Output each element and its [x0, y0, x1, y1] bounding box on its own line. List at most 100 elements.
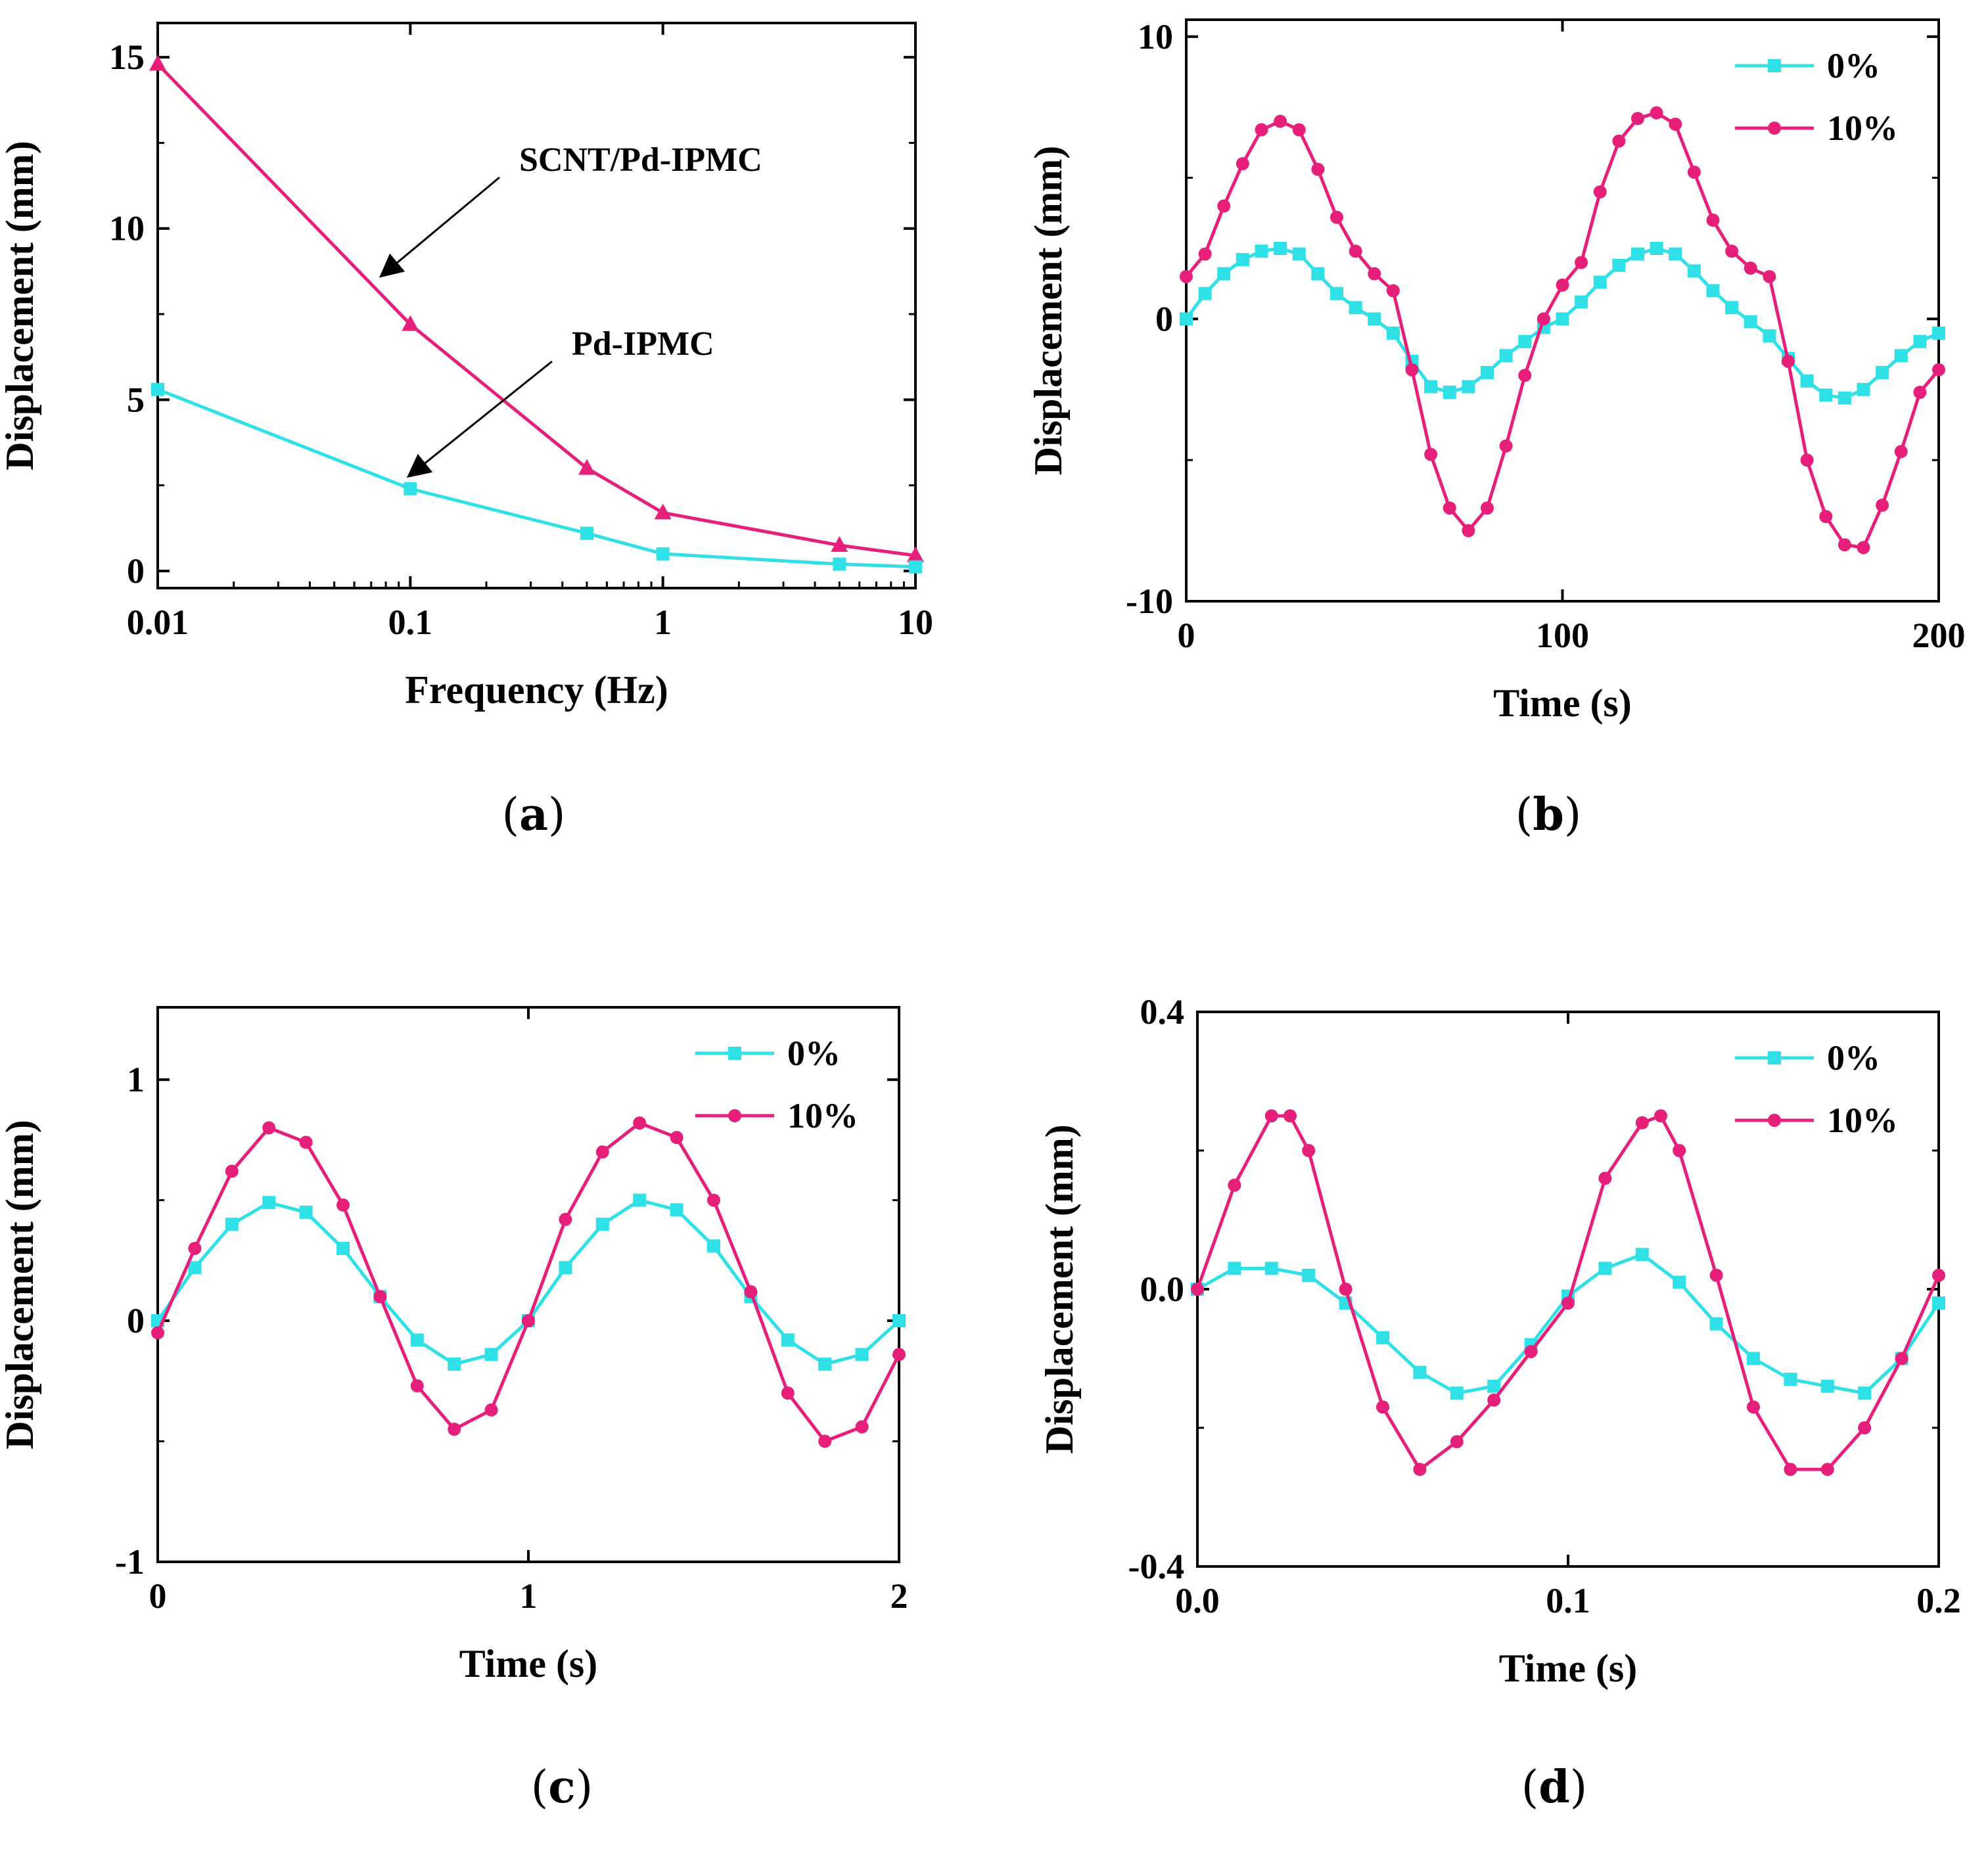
data-point: [1650, 106, 1663, 120]
y-axis-label: Displacement (mm): [1038, 1124, 1081, 1454]
data-point: [1487, 1379, 1501, 1393]
data-point: [1784, 1373, 1797, 1386]
legend-label: 0%: [787, 1034, 841, 1073]
data-point: [1518, 334, 1532, 348]
data-point: [1650, 241, 1663, 255]
data-point: [654, 503, 672, 520]
data-point: [402, 315, 419, 331]
y-tick-label: 0: [127, 1301, 145, 1340]
data-point: [1706, 214, 1720, 227]
data-point: [707, 1239, 720, 1253]
data-point: [1376, 1331, 1389, 1344]
legend-label: 0%: [1827, 1038, 1880, 1078]
data-point: [262, 1121, 276, 1135]
data-point: [831, 536, 848, 552]
data-point: [1593, 275, 1607, 289]
data-point: [1784, 1463, 1797, 1476]
data-point: [1198, 286, 1212, 300]
data-point: [1575, 295, 1588, 309]
data-point: [781, 1333, 795, 1347]
y-tick-label: 0: [1155, 299, 1173, 338]
data-point: [336, 1241, 350, 1255]
data-point: [1932, 1296, 1945, 1310]
x-tick-label: 0.2: [1916, 1581, 1961, 1620]
data-point: [1631, 112, 1644, 126]
data-point: [1255, 244, 1268, 258]
data-point: [1838, 538, 1851, 552]
y-tick-label: 15: [109, 37, 145, 77]
data-point: [909, 560, 922, 574]
data-point: [1556, 312, 1569, 326]
data-point: [855, 1348, 869, 1361]
data-point: [1368, 312, 1381, 326]
caption-a-letter: a: [519, 788, 549, 841]
data-point: [1725, 244, 1739, 258]
data-point: [1180, 312, 1193, 326]
data-point: [1895, 1352, 1908, 1365]
x-axis-label: Frequency (Hz): [405, 668, 668, 712]
series-1: [151, 382, 922, 574]
legend-label: 10%: [1827, 1101, 1898, 1140]
data-point: [1330, 286, 1343, 300]
data-point: [1782, 354, 1795, 368]
data-point: [410, 1379, 424, 1393]
caption-b: (b): [1515, 788, 1582, 841]
plot-frame: [156, 1006, 900, 1563]
data-point: [744, 1285, 758, 1299]
y-tick-label: 10: [109, 209, 145, 248]
caption-c: (c): [530, 1761, 593, 1814]
data-point: [1405, 363, 1419, 377]
data-point: [1413, 1463, 1427, 1476]
data-point: [1876, 498, 1889, 512]
data-point: [1631, 247, 1644, 261]
data-point: [484, 1348, 498, 1361]
y-tick-label: -10: [1126, 582, 1173, 621]
x-axis-label: Time (s): [459, 1642, 598, 1685]
caption-b-letter: b: [1533, 788, 1564, 841]
legend-marker: [728, 1109, 741, 1122]
annotation-arrow: [406, 360, 553, 478]
series-1: [1180, 106, 1945, 555]
data-point: [1424, 380, 1438, 394]
y-tick-label: 10: [1138, 17, 1173, 57]
data-point: [188, 1261, 202, 1275]
legend-label: 10%: [1827, 108, 1898, 148]
data-point: [225, 1164, 239, 1178]
data-point: [1820, 1379, 1834, 1393]
data-point: [262, 1196, 276, 1210]
y-tick-label: 0: [127, 551, 145, 591]
data-point: [1413, 1365, 1427, 1379]
x-tick-label: 0.0: [1175, 1581, 1220, 1620]
data-point: [1709, 1317, 1723, 1331]
data-point: [1236, 253, 1249, 267]
data-point: [1819, 510, 1833, 524]
data-point: [1612, 134, 1626, 148]
data-point: [1744, 315, 1757, 329]
data-point: [1913, 334, 1927, 348]
x-tick-label: 200: [1912, 616, 1966, 655]
series-0: [1191, 1248, 1945, 1400]
data-point: [1443, 386, 1456, 399]
data-point: [1450, 1435, 1464, 1449]
y-tick-label: 0.0: [1140, 1269, 1185, 1309]
data-point: [299, 1205, 313, 1219]
data-point: [1913, 386, 1927, 399]
legend-marker: [1768, 59, 1781, 72]
legend-marker: [728, 1047, 741, 1060]
data-point: [1292, 123, 1306, 137]
data-point: [1264, 1109, 1278, 1123]
x-axis-label: Time (s): [1493, 681, 1632, 725]
data-point: [818, 1358, 832, 1371]
data-point: [1228, 1178, 1241, 1192]
data-point: [1311, 162, 1325, 176]
x-tick-label: 1: [654, 603, 672, 642]
data-point: [1876, 366, 1889, 380]
plot-frame: [1196, 1011, 1940, 1568]
y-axis-label: Displacement (mm): [1027, 146, 1070, 476]
data-point: [1800, 453, 1814, 467]
data-point: [1932, 1268, 1945, 1282]
data-point: [670, 1131, 683, 1145]
data-point: [151, 1326, 164, 1340]
